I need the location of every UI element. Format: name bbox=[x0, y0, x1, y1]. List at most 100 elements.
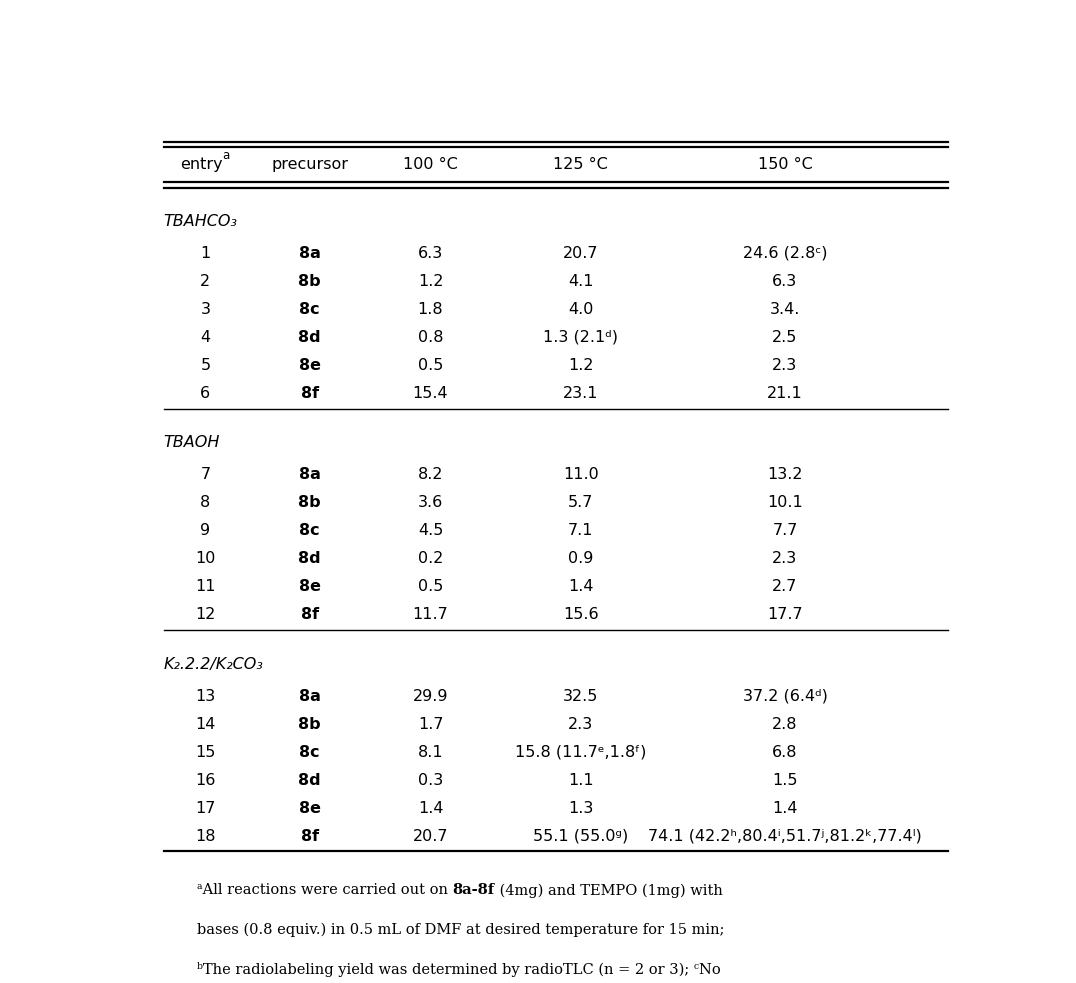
Text: 7.7: 7.7 bbox=[773, 523, 797, 539]
Text: 0.8: 0.8 bbox=[417, 330, 443, 345]
Text: 21.1: 21.1 bbox=[767, 386, 803, 401]
Text: 11.7: 11.7 bbox=[413, 607, 449, 622]
Text: 17: 17 bbox=[195, 800, 215, 816]
Text: 13: 13 bbox=[195, 688, 215, 704]
Text: 55.1 (55.0ᵍ): 55.1 (55.0ᵍ) bbox=[533, 829, 628, 843]
Text: 4: 4 bbox=[200, 330, 211, 345]
Text: 1.2: 1.2 bbox=[568, 358, 593, 373]
Text: 1.7: 1.7 bbox=[417, 717, 443, 731]
Text: 4.1: 4.1 bbox=[568, 274, 593, 289]
Text: 74.1 (42.2ʰ,80.4ⁱ,51.7ʲ,81.2ᵏ,77.4ˡ): 74.1 (42.2ʰ,80.4ⁱ,51.7ʲ,81.2ᵏ,77.4ˡ) bbox=[648, 829, 922, 843]
Text: 2.5: 2.5 bbox=[773, 330, 797, 345]
Text: 8a: 8a bbox=[299, 467, 321, 483]
Text: 1: 1 bbox=[200, 246, 211, 260]
Text: 15.6: 15.6 bbox=[563, 607, 598, 622]
Text: 1.5: 1.5 bbox=[773, 773, 797, 787]
Text: 0.3: 0.3 bbox=[417, 773, 443, 787]
Text: 3.6: 3.6 bbox=[417, 495, 443, 510]
Text: 15.8 (11.7ᵉ,1.8ᶠ): 15.8 (11.7ᵉ,1.8ᶠ) bbox=[515, 744, 647, 760]
Text: 6.8: 6.8 bbox=[773, 744, 797, 760]
Text: 8f: 8f bbox=[300, 829, 318, 843]
Text: 5.7: 5.7 bbox=[568, 495, 593, 510]
Text: 0.5: 0.5 bbox=[417, 579, 443, 595]
Text: 23.1: 23.1 bbox=[563, 386, 598, 401]
Text: 6.3: 6.3 bbox=[417, 246, 443, 260]
Text: 125 °C: 125 °C bbox=[553, 157, 608, 172]
Text: 24.6 (2.8ᶜ): 24.6 (2.8ᶜ) bbox=[742, 246, 827, 260]
Text: 3: 3 bbox=[200, 302, 211, 317]
Text: 15.4: 15.4 bbox=[413, 386, 449, 401]
Text: 8b: 8b bbox=[298, 274, 321, 289]
Text: 20.7: 20.7 bbox=[413, 829, 449, 843]
Text: 2.7: 2.7 bbox=[773, 579, 797, 595]
Text: 2.3: 2.3 bbox=[568, 717, 593, 731]
Text: 8a-8f: 8a-8f bbox=[453, 884, 495, 897]
Text: 15: 15 bbox=[195, 744, 215, 760]
Text: 8d: 8d bbox=[298, 330, 321, 345]
Text: 5: 5 bbox=[200, 358, 211, 373]
Text: 8c: 8c bbox=[299, 302, 320, 317]
Text: 6: 6 bbox=[200, 386, 211, 401]
Text: 8e: 8e bbox=[299, 358, 321, 373]
Text: 17.7: 17.7 bbox=[767, 607, 803, 622]
Text: precursor: precursor bbox=[271, 157, 349, 172]
Text: 8c: 8c bbox=[299, 744, 320, 760]
Text: 1.4: 1.4 bbox=[568, 579, 593, 595]
Text: 29.9: 29.9 bbox=[413, 688, 449, 704]
Text: 12: 12 bbox=[195, 607, 215, 622]
Text: entry: entry bbox=[180, 157, 223, 172]
Text: 1.4: 1.4 bbox=[417, 800, 443, 816]
Text: 16: 16 bbox=[195, 773, 215, 787]
Text: 8c: 8c bbox=[299, 523, 320, 539]
Text: 8b: 8b bbox=[298, 717, 321, 731]
Text: 8e: 8e bbox=[299, 800, 321, 816]
Text: 8.2: 8.2 bbox=[417, 467, 443, 483]
Text: a: a bbox=[223, 148, 230, 161]
Text: 2.3: 2.3 bbox=[773, 358, 797, 373]
Text: 8: 8 bbox=[200, 495, 211, 510]
Text: 4.0: 4.0 bbox=[568, 302, 593, 317]
Text: 32.5: 32.5 bbox=[563, 688, 598, 704]
Text: 0.5: 0.5 bbox=[417, 358, 443, 373]
Text: 150 °C: 150 °C bbox=[758, 157, 812, 172]
Text: 2: 2 bbox=[200, 274, 211, 289]
Text: 8.1: 8.1 bbox=[417, 744, 443, 760]
Text: bases (0.8 equiv.) in 0.5 mL of DMF at desired temperature for 15 min;: bases (0.8 equiv.) in 0.5 mL of DMF at d… bbox=[197, 923, 724, 937]
Text: ᵃAll reactions were carried out on: ᵃAll reactions were carried out on bbox=[197, 884, 453, 897]
Text: 11.0: 11.0 bbox=[563, 467, 598, 483]
Text: 8a: 8a bbox=[299, 246, 321, 260]
Text: 20.7: 20.7 bbox=[563, 246, 598, 260]
Text: 11: 11 bbox=[195, 579, 215, 595]
Text: 7.1: 7.1 bbox=[568, 523, 593, 539]
Text: 8f: 8f bbox=[300, 607, 318, 622]
Text: 10: 10 bbox=[195, 551, 215, 566]
Text: 0.2: 0.2 bbox=[417, 551, 443, 566]
Text: TBAOH: TBAOH bbox=[164, 435, 221, 450]
Text: 18: 18 bbox=[195, 829, 215, 843]
Text: 4.5: 4.5 bbox=[417, 523, 443, 539]
Text: 8e: 8e bbox=[299, 579, 321, 595]
Text: 7: 7 bbox=[200, 467, 211, 483]
Text: ᵇThe radiolabeling yield was determined by radioTLC (n = 2 or 3); ᶜNo: ᵇThe radiolabeling yield was determined … bbox=[197, 962, 721, 977]
Text: (4mg) and TEMPO (1mg) with: (4mg) and TEMPO (1mg) with bbox=[495, 884, 723, 897]
Text: 1.3: 1.3 bbox=[568, 800, 593, 816]
Text: 13.2: 13.2 bbox=[767, 467, 803, 483]
Text: 1.8: 1.8 bbox=[417, 302, 443, 317]
Text: 8d: 8d bbox=[298, 551, 321, 566]
Text: 1.2: 1.2 bbox=[417, 274, 443, 289]
Text: 14: 14 bbox=[195, 717, 215, 731]
Text: 8a: 8a bbox=[299, 688, 321, 704]
Text: 1.3 (2.1ᵈ): 1.3 (2.1ᵈ) bbox=[543, 330, 618, 345]
Text: 8d: 8d bbox=[298, 773, 321, 787]
Text: 37.2 (6.4ᵈ): 37.2 (6.4ᵈ) bbox=[742, 688, 827, 704]
Text: 9: 9 bbox=[200, 523, 211, 539]
Text: 2.8: 2.8 bbox=[773, 717, 797, 731]
Text: 8b: 8b bbox=[298, 495, 321, 510]
Text: 3.4.: 3.4. bbox=[769, 302, 801, 317]
Text: 1.4: 1.4 bbox=[773, 800, 797, 816]
Text: TBAHCO₃: TBAHCO₃ bbox=[164, 214, 238, 229]
Text: 10.1: 10.1 bbox=[767, 495, 803, 510]
Text: 2.3: 2.3 bbox=[773, 551, 797, 566]
Text: 6.3: 6.3 bbox=[773, 274, 797, 289]
Text: 8f: 8f bbox=[300, 386, 318, 401]
